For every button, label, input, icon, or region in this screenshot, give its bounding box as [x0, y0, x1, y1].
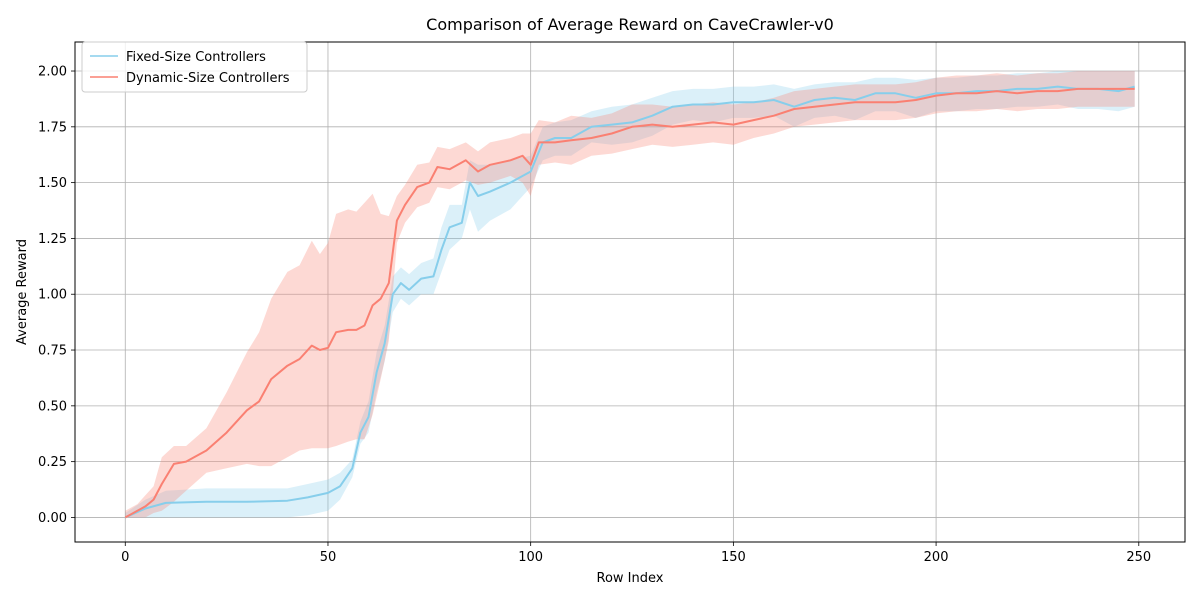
legend-label-fixed: Fixed-Size Controllers: [126, 50, 266, 65]
y-tick-label: 1.25: [38, 232, 67, 247]
y-tick-label: 0.75: [38, 344, 67, 359]
series-line-0: [124, 85, 1135, 519]
series-lines: [124, 85, 1135, 519]
y-axis-ticks: 0.00 0.25 0.50 0.75 1.00 1.25 1.50 1.75 2.00: [38, 65, 75, 526]
legend-box: [81, 41, 308, 93]
series-line-1: [124, 87, 1135, 519]
y-tick-label: 2.00: [38, 65, 67, 80]
y-tick-label: 0.00: [38, 511, 67, 526]
y-tick-label: 0.25: [38, 455, 67, 470]
x-axis-label: Row Index: [597, 571, 664, 586]
x-tick-label: 250: [1126, 550, 1151, 565]
plot-frame: [74, 41, 1186, 543]
y-tick-label: 1.50: [38, 176, 67, 191]
legend: Fixed-Size Controllers Dynamic-Size Cont…: [81, 41, 308, 93]
x-tick-label: 50: [320, 550, 337, 565]
series-band-1: [125, 71, 1135, 518]
x-tick-label: 200: [924, 550, 949, 565]
x-tick-label: 150: [721, 550, 746, 565]
x-tick-label: 100: [518, 550, 543, 565]
y-tick-label: 0.50: [38, 399, 67, 414]
x-axis-ticks: 0 50 100 150 200 250: [121, 542, 1151, 565]
y-tick-label: 1.75: [38, 120, 67, 135]
y-tick-label: 1.00: [38, 288, 67, 303]
legend-label-dynamic: Dynamic-Size Controllers: [126, 71, 290, 86]
y-axis-label: Average Reward: [15, 239, 30, 345]
confidence-bands: [125, 71, 1135, 518]
x-tick-label: 0: [121, 550, 129, 565]
chart-title: Comparison of Average Reward on CaveCraw…: [426, 15, 834, 34]
